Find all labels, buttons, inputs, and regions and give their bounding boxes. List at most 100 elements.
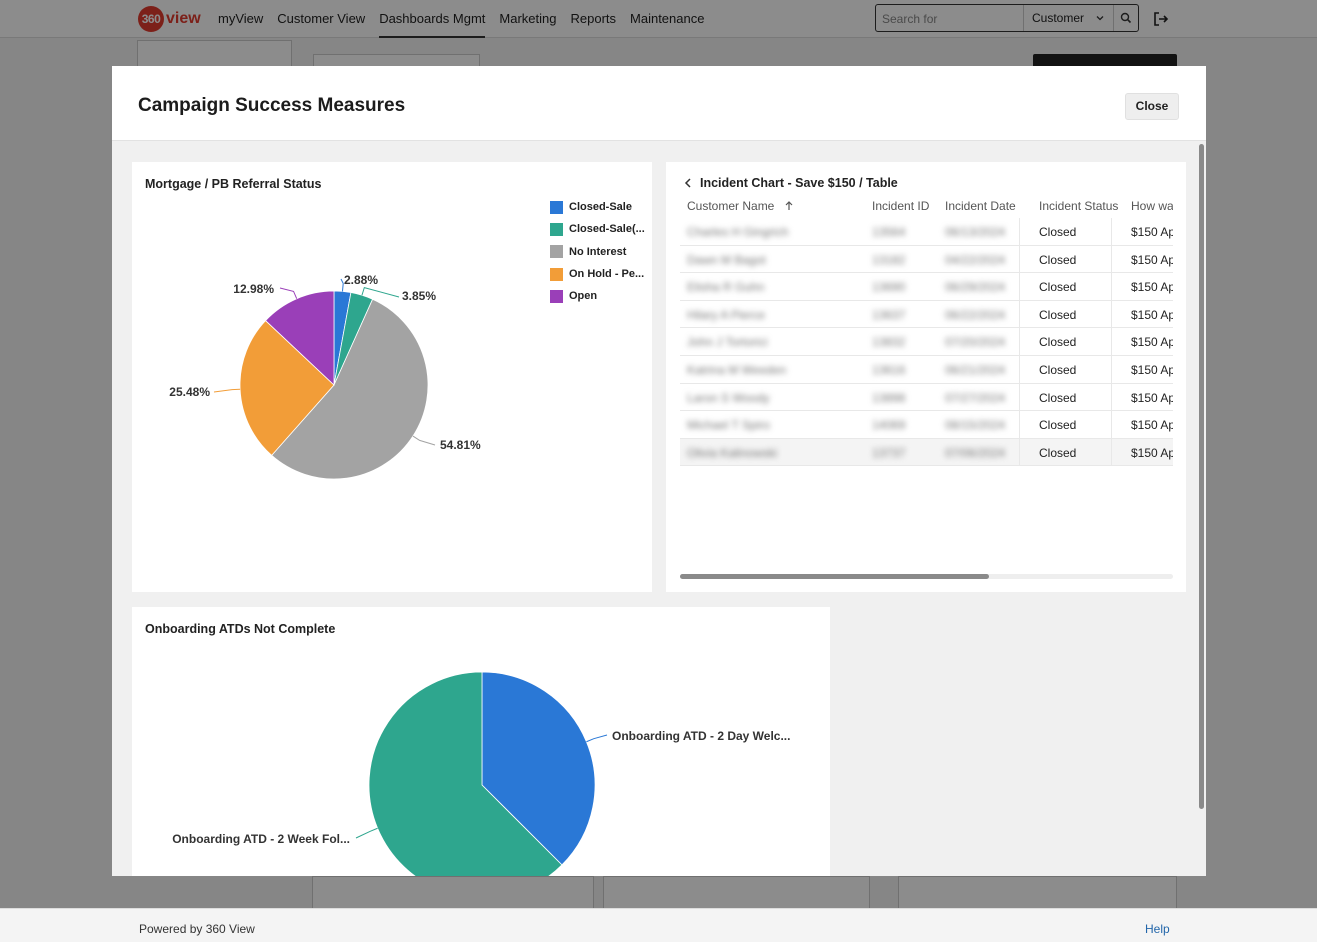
column-header-incident-status[interactable]: Incident Status [1039, 199, 1119, 213]
global-search: Search for Customer [875, 4, 1139, 32]
table-row[interactable]: Michael T Spiro 14069 08/15/2024 Closed $150… [680, 411, 1173, 439]
page-footer: Powered by 360 View Help [0, 908, 1317, 942]
cell-customer-name: Laron S Woody [687, 390, 770, 405]
table-title: Incident Chart - Save $150 / Table [700, 176, 898, 190]
data-label: Onboarding ATD - 2 Week Fol... [172, 832, 350, 846]
cell-incident-status: Closed [1039, 280, 1077, 295]
incident-table: Customer Name Incident ID Incident Date … [680, 196, 1173, 506]
chevron-down-icon [1096, 16, 1104, 21]
cell-customer-name: Charles H Gingrich [687, 225, 789, 239]
cell-customer-name: Dawn M Bagot [687, 252, 766, 267]
cell-how-was: $150 Ap [1131, 445, 1173, 460]
pie-slice[interactable] [481, 671, 596, 866]
table-row[interactable]: Hilary A Pierce 13637 06/22/2024 Closed $150… [680, 301, 1173, 329]
help-link[interactable]: Help [1145, 922, 1170, 936]
cell-customer-name: Elisha R Guhn [687, 280, 765, 295]
data-label: 25.48% [169, 385, 210, 399]
onboarding-pie-chart: Onboarding ATD - 2 Day Welc... Onboarding… [172, 671, 790, 876]
close-button[interactable]: Close [1125, 93, 1179, 120]
cell-how-was: $150 Ap [1131, 363, 1173, 377]
pie-slice[interactable] [271, 298, 429, 480]
table-row[interactable]: Charles H Gingrich 13564 06/13/2024 Closed $… [680, 218, 1173, 246]
column-header-incident-date[interactable]: Incident Date [945, 199, 1016, 213]
search-button[interactable] [1114, 5, 1138, 31]
powered-by-text: Powered by 360 View [139, 922, 255, 936]
legend-item[interactable]: Open [550, 285, 645, 307]
pie-slice[interactable] [264, 290, 335, 386]
nav-reports[interactable]: Reports [570, 11, 617, 26]
cell-incident-id: 13182 [872, 252, 906, 267]
data-label: 2.88% [344, 273, 378, 287]
referral-status-widget: Mortgage / PB Referral Status 2.88% 3.85%… [132, 162, 652, 592]
cell-incident-id: 13616 [872, 363, 906, 377]
cell-incident-id: 13898 [872, 390, 906, 405]
legend-label: No Interest [569, 245, 627, 258]
table-row[interactable]: Katrina M Weeden 13616 06/21/2024 Closed $15… [680, 356, 1173, 384]
logout-icon[interactable] [1152, 10, 1170, 28]
cell-customer-name: Hilary A Pierce [687, 307, 766, 322]
legend-swatch [550, 200, 563, 214]
nav-maintenance[interactable]: Maintenance [630, 11, 705, 26]
pie-slice[interactable] [239, 320, 335, 456]
cell-incident-status: Closed [1039, 252, 1077, 267]
cell-incident-date: 07/20/2024 [945, 335, 1006, 350]
cell-incident-date: 07/06/2024 [945, 445, 1006, 460]
data-label: 54.81% [440, 438, 481, 452]
cell-how-was: $150 Ap [1131, 225, 1173, 239]
widget-title: Mortgage / PB Referral Status [145, 177, 322, 191]
cell-how-was: $150 Ap [1131, 280, 1173, 295]
onboarding-atds-widget: Onboarding ATDs Not Complete Onboarding … [132, 607, 830, 876]
cell-how-was: $150 Ap [1131, 252, 1173, 267]
legend-label: On Hold - Pe... [569, 268, 645, 281]
table-row[interactable]: Elisha R Guhn 13690 06/29/2024 Closed $150 A… [680, 273, 1173, 301]
table-horizontal-scrollbar[interactable] [680, 574, 1173, 579]
label-leader-line [279, 287, 298, 299]
legend-item[interactable]: Closed-Sale(... [550, 218, 645, 240]
nav-myview[interactable]: myView [218, 11, 264, 26]
referral-pie-chart: 2.88% 3.85% 54.81% 25.48% 12.98% [169, 273, 481, 480]
nav-marketing[interactable]: Marketing [499, 11, 557, 26]
cell-incident-status: Closed [1039, 307, 1077, 322]
logo-circle: 360 [138, 6, 164, 32]
app-logo[interactable]: 360 view [138, 6, 201, 32]
label-leader-line [361, 287, 400, 298]
cell-incident-date: 06/22/2024 [945, 307, 1006, 322]
legend-label: Open [569, 290, 598, 303]
cell-how-was: $150 Ap [1131, 335, 1173, 350]
data-label: Onboarding ATD - 2 Day Welc... [612, 729, 790, 743]
widget-title: Onboarding ATDs Not Complete [145, 622, 336, 636]
background-widget-card [603, 876, 870, 910]
search-input[interactable]: Search for [876, 5, 1024, 31]
column-header-incident-id[interactable]: Incident ID [872, 199, 930, 213]
table-row[interactable]: John J Tortorici 13832 07/20/2024 Closed $15… [680, 328, 1173, 356]
pie-slice[interactable] [368, 671, 563, 876]
scrollbar-thumb[interactable] [680, 574, 989, 579]
data-label: 3.85% [402, 289, 436, 303]
cell-customer-name: Olivia Kalinowski [687, 445, 778, 460]
nav-dashboards-mgmt[interactable]: Dashboards Mgmt [379, 0, 486, 38]
dashboard-modal: Campaign Success Measures Close Mortgage… [112, 66, 1206, 876]
main-nav: myView Customer View Dashboards Mgmt Mar… [218, 0, 718, 38]
modal-scrollbar[interactable] [1199, 144, 1204, 809]
legend-item[interactable]: Closed-Sale [550, 196, 645, 218]
nav-customer-view[interactable]: Customer View [277, 11, 366, 26]
search-type-select[interactable]: Customer [1024, 5, 1114, 31]
table-row[interactable]: Laron S Woody 13898 07/27/2024 Closed $150 A… [680, 384, 1173, 412]
label-leader-line [340, 278, 344, 292]
legend-item[interactable]: On Hold - Pe... [550, 263, 645, 285]
cell-incident-status: Closed [1039, 390, 1077, 405]
chevron-left-icon[interactable] [684, 178, 692, 188]
column-divider [1111, 218, 1112, 466]
table-row[interactable]: Olivia Kalinowski 13737 07/06/2024 Closed $1… [680, 438, 1173, 467]
legend-item[interactable]: No Interest [550, 241, 645, 263]
column-header-customer-name[interactable]: Customer Name [687, 199, 794, 213]
cell-incident-id: 13690 [872, 280, 906, 295]
chart-legend: Closed-Sale Closed-Sale(... No Interest … [550, 196, 645, 307]
column-divider [1019, 218, 1020, 466]
cell-incident-status: Closed [1039, 225, 1077, 239]
sort-ascending-icon[interactable] [784, 200, 794, 211]
cell-how-was: $150 Ap [1131, 307, 1173, 322]
logo-word: view [166, 10, 201, 27]
column-header-how-was[interactable]: How wa [1131, 199, 1173, 213]
table-row[interactable]: Dawn M Bagot 13182 04/22/2024 Closed $150 Ap [680, 246, 1173, 274]
